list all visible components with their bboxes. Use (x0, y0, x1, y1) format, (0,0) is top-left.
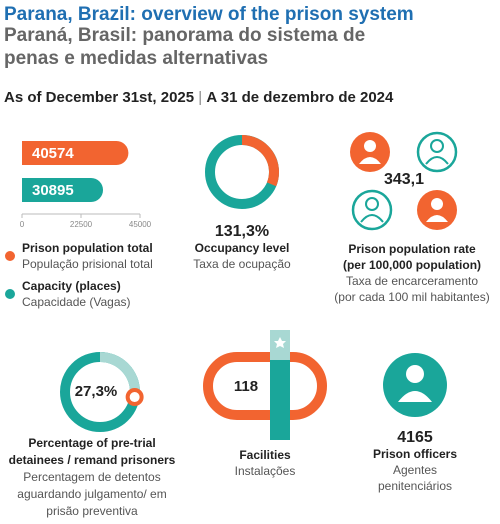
label: Facilities (239, 448, 291, 462)
x-tick-label: 45000 (129, 220, 152, 229)
value-label: 118 (234, 378, 258, 395)
label: Agentes (393, 463, 437, 477)
label: Prison population rate (348, 242, 476, 256)
label: Occupancy level (195, 241, 290, 255)
legend-label: Capacity (places) (22, 279, 121, 293)
legend-label: Prison population total (22, 241, 153, 255)
label: aguardando julgamento/ em (17, 487, 166, 501)
officer-body (398, 391, 432, 402)
officer-icon (383, 353, 447, 417)
value-label: 4165 (397, 429, 433, 446)
occupancy-arc (241, 135, 279, 187)
value-label: 343,1 (384, 171, 424, 188)
date-line: As of December 31st, 2025 | A 31 de deze… (4, 89, 394, 106)
label: prisão preventiva (46, 504, 138, 518)
label: Percentage of pre-trial (28, 436, 155, 450)
subtitle: Paraná, Brasil: panorama do sistema de (4, 25, 365, 46)
bar (22, 178, 104, 202)
officer-head (406, 365, 424, 383)
label: Taxa de ocupação (193, 257, 291, 271)
legend-dot (5, 251, 15, 261)
separator: | (194, 89, 206, 106)
bar-label: 40574 (32, 145, 74, 162)
x-tick-label: 0 (20, 220, 25, 229)
label: (por cada 100 mil habitantes) (334, 290, 489, 304)
legend-label: População prisional total (22, 257, 153, 271)
label: penitenciários (378, 479, 452, 493)
label: Percentagem de detentos (23, 470, 160, 484)
label: (per 100,000 population) (343, 258, 481, 272)
bar (22, 141, 129, 165)
label: Taxa de encarceramento (346, 274, 478, 288)
date-pt: A 31 de dezembro de 2024 (206, 89, 394, 106)
legend-label: Capacidade (Vagas) (22, 295, 131, 309)
value-label: 131,3% (215, 223, 269, 240)
star (274, 337, 286, 348)
value-label: 27,3% (75, 383, 118, 400)
legend-dot (5, 289, 15, 299)
subtitle: penas e medidas alternativas (4, 48, 268, 69)
label: Prison officers (373, 447, 457, 461)
people-icons (350, 131, 458, 231)
arc-end (125, 388, 144, 407)
label: detainees / remand prisoners (9, 453, 176, 467)
label: Instalações (235, 464, 296, 478)
x-tick-label: 22500 (70, 220, 93, 229)
date-en: As of December 31st, 2025 (4, 89, 194, 106)
title: Parana, Brazil: overview of the prison s… (4, 4, 414, 25)
bar-label: 30895 (32, 182, 74, 199)
facility-wall (203, 352, 327, 420)
